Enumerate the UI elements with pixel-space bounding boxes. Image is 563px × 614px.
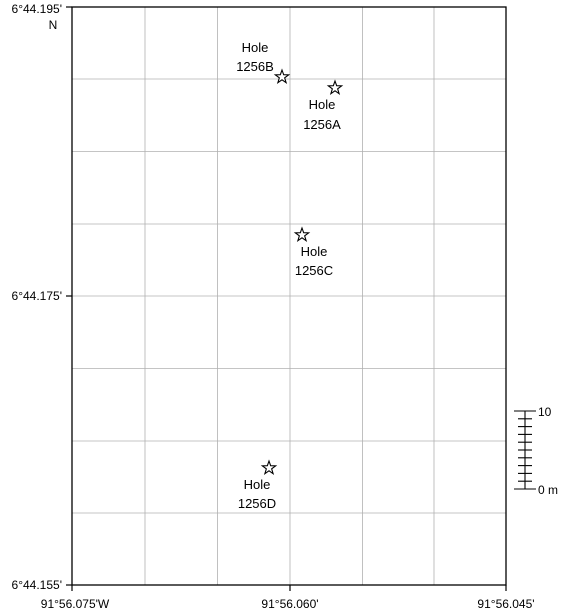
lat-label-middle: 6°44.175' [12,289,62,303]
hole-label-1256A-line1: Hole [309,97,336,112]
hole-label-1256C-line1: Hole [301,244,328,259]
hole-marker-1256B [273,68,291,85]
star-icon [326,79,344,96]
scale-bar [514,410,536,490]
lon-label-middle: 91°56.060' [261,597,318,611]
lat-label-bottom: 6°44.155' [12,578,62,592]
hole-label-1256A-line2: 1256A [303,117,341,132]
frame-ticks [66,6,507,591]
hole-label-1256D-line2: 1256D [238,496,276,511]
lat-label-top: 6°44.195' [12,2,62,16]
lon-label-left: 91°56.075'W [41,597,110,611]
star-icon [293,226,311,243]
hole-marker-1256C [293,226,311,243]
lat-hemisphere-label: N [49,18,58,32]
scale-bar-ticks [514,410,536,490]
star-icon [260,459,278,476]
scale-bar-bottom-label: 0 m [538,483,558,497]
scale-bar-top-label: 10 [538,405,552,419]
lon-label-right: 91°56.045' [477,597,534,611]
hole-label-1256B-line2: 1256B [236,59,274,74]
hole-marker-1256A [326,79,344,96]
star-icon [273,68,291,85]
hole-label-1256C-line2: 1256C [295,263,333,278]
hole-label-1256B-line1: Hole [242,40,269,55]
hole-label-1256D-line1: Hole [244,477,271,492]
map-grid [72,7,506,585]
hole-marker-1256D [260,459,278,476]
